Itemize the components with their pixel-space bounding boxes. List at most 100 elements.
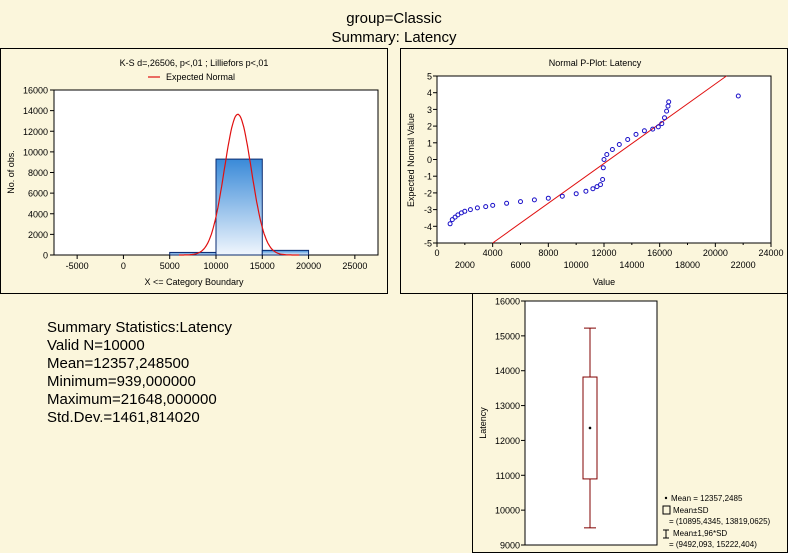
pplot-point — [641, 128, 647, 134]
pplot-y-tick-label: -1 — [424, 172, 432, 182]
pplot-point — [583, 188, 589, 194]
boxplot-y-axis-label: Latency — [478, 407, 488, 439]
stats-maximum: Maximum=21648,000000 — [47, 391, 217, 408]
pplot-y-tick-label: 2 — [427, 122, 432, 132]
pplot-point — [655, 124, 661, 130]
boxplot-y-tick-label: 14000 — [495, 366, 520, 376]
histogram-y-tick-label: 14000 — [23, 106, 48, 116]
histogram-bar — [215, 158, 263, 256]
pplot-y-tick-label: -3 — [424, 205, 432, 215]
boxplot-legend-sd-marker — [662, 505, 671, 515]
boxplot-y-tick-label: 11000 — [496, 471, 520, 481]
pplot-point — [659, 121, 665, 127]
pplot-point — [462, 208, 468, 214]
pplot-x-tick-label: 16000 — [647, 248, 672, 258]
histogram-panel — [0, 48, 388, 294]
histogram-x-tick-label: 25000 — [342, 261, 367, 271]
pplot-y-axis-label: Expected Normal Value — [406, 113, 416, 207]
pplot-point — [625, 137, 631, 142]
pplot-point — [598, 182, 603, 188]
pplot-x-tick-label: 20000 — [703, 248, 728, 258]
histogram-x-tick-label: 0 — [121, 261, 126, 271]
histogram-y-axis-label: No. of obs. — [6, 150, 16, 194]
stats-mean: Mean=12357,248500 — [47, 355, 190, 372]
pplot-point — [490, 202, 496, 208]
histogram-y-tick-label: 8000 — [28, 168, 48, 178]
pplot-point — [504, 200, 510, 206]
pplot-point — [447, 221, 453, 227]
pplot-y-tick-label: 4 — [427, 88, 432, 98]
pplot-point — [449, 217, 455, 223]
pplot-point — [600, 165, 606, 171]
pplot-point — [573, 191, 579, 197]
pplot-x-tick-label: 8000 — [538, 248, 558, 258]
pplot-x-tick-label: 12000 — [591, 248, 616, 258]
pplot-title: Normal P-Plot: Latency — [549, 58, 642, 68]
pplot-x-tick-label: 24000 — [758, 248, 783, 258]
histogram-x-tick-label: 15000 — [250, 261, 275, 271]
boxplot-y-tick-label: 13000 — [495, 401, 520, 411]
pplot-x-tick-label: 10000 — [564, 260, 589, 270]
pplot-y-tick-label: 0 — [427, 155, 432, 165]
boxplot-mean-marker — [588, 426, 592, 430]
pplot-y-tick-label: -5 — [424, 239, 432, 249]
boxplot-y-tick-label: 15000 — [495, 331, 520, 341]
pplot-point — [590, 186, 596, 192]
histogram-y-tick-label: 4000 — [28, 209, 48, 219]
pplot-point — [633, 131, 639, 137]
histogram-y-tick-label: 16000 — [23, 86, 48, 96]
pplot-x-tick-label: 22000 — [731, 260, 756, 270]
pplot-point — [518, 199, 523, 205]
stats-heading: Summary Statistics:Latency — [47, 319, 233, 336]
pplot-x-tick-label: 0 — [434, 248, 439, 258]
boxplot-legend-whisker-label: Mean±1,96*SD — [673, 529, 727, 538]
histogram-y-tick-label: 12000 — [23, 127, 48, 137]
pplot-x-tick-label: 2000 — [455, 260, 475, 270]
boxplot-y-tick-label: 12000 — [495, 436, 520, 446]
boxplot-y-tick-label: 16000 — [495, 297, 520, 307]
pplot-y-tick-label: 5 — [427, 72, 432, 82]
histogram-legend-label: Expected Normal — [166, 72, 235, 82]
pplot-point — [600, 177, 606, 182]
pplot-y-tick-label: 3 — [427, 105, 432, 115]
boxplot-legend-sd-label: Mean±SD — [673, 506, 709, 515]
summary-title: Summary: Latency — [331, 29, 457, 46]
pplot-point — [609, 147, 615, 152]
histogram-x-tick-label: 5000 — [160, 261, 180, 271]
boxplot-y-tick-label: 10000 — [495, 506, 520, 516]
expected-normal-curve — [179, 113, 300, 256]
pplot-x-tick-label: 4000 — [483, 248, 503, 258]
pplot-point — [601, 157, 607, 162]
pplot-point — [545, 195, 551, 201]
pplot-point — [735, 93, 741, 99]
histogram-y-tick-label: 0 — [43, 251, 48, 261]
pplot-point — [604, 152, 610, 157]
pplot-point — [662, 115, 667, 121]
pplot-point — [531, 197, 537, 203]
pplot-plot-area — [436, 75, 772, 244]
pplot-point — [467, 207, 473, 213]
pplot-point — [559, 193, 565, 199]
histogram-title: K-S d=,26506, p<,01 ; Lilliefors p<,01 — [120, 58, 269, 68]
histogram-x-tick-label: 20000 — [296, 261, 321, 271]
pplot-point — [616, 142, 622, 147]
pplot-x-tick-label: 14000 — [619, 260, 644, 270]
histogram-y-tick-label: 2000 — [28, 230, 48, 240]
pplot-y-tick-label: 1 — [427, 138, 432, 148]
boxplot-legend-mean-marker — [664, 496, 668, 500]
summary-statistics: Summary Statistics:Latency Valid N=10000… — [47, 319, 232, 427]
pplot-x-axis-label: Value — [593, 277, 615, 287]
stats-valid-n: Valid N=10000 — [47, 337, 145, 354]
stats-std-dev: Std.Dev.=1461,814020 — [47, 409, 200, 426]
histogram-x-axis-label: X <= Category Boundary — [144, 277, 244, 287]
boxplot-legend-sd-range: = (10895,4345, 13819,0625) — [669, 517, 771, 526]
pplot-reference-line — [492, 75, 727, 244]
stats-minimum: Minimum=939,000000 — [47, 373, 196, 390]
group-title: group=Classic — [346, 10, 442, 27]
boxplot-legend-whisker-range: = (9492,093, 15222,404) — [669, 540, 757, 549]
boxplot-y-tick-label: 9000 — [500, 541, 520, 551]
pplot-x-tick-label: 6000 — [510, 260, 530, 270]
boxplot-legend-mean-label: Mean = 12357,2485 — [671, 494, 743, 503]
pplot-point — [650, 126, 656, 132]
